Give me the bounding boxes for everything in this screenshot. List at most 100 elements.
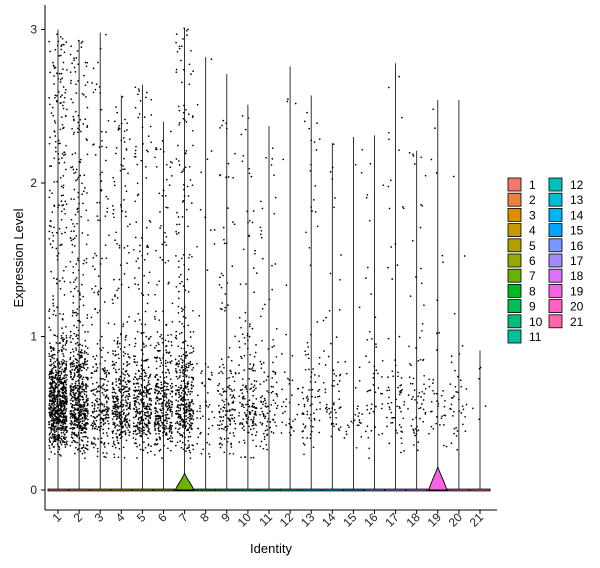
violin-base-20	[448, 488, 470, 492]
points-group-14	[322, 143, 342, 438]
jitter-points	[48, 27, 487, 460]
violin-base-18	[406, 488, 428, 492]
points-group-11	[259, 147, 279, 451]
violin-base-13	[300, 488, 322, 492]
legend-swatch-16	[548, 238, 563, 253]
y-tick-label-0: 0	[30, 483, 37, 497]
legend-item-16: 16	[548, 238, 584, 253]
violin-base-1	[47, 488, 69, 492]
legend-swatch-21	[548, 314, 563, 329]
legend-swatch-20	[548, 299, 563, 314]
violin-base-2	[68, 488, 90, 492]
legend-item-1: 1	[507, 177, 536, 192]
violin-base-6	[153, 488, 174, 492]
points-group-16	[364, 162, 385, 460]
violin-12	[279, 66, 301, 492]
legend-item-20: 20	[548, 299, 584, 314]
points-group-20	[449, 175, 468, 451]
points-group-3	[90, 33, 110, 459]
violin-base-15	[342, 488, 364, 492]
violin-body-7	[175, 471, 195, 491]
legend-item-18: 18	[548, 268, 584, 283]
violin-11	[258, 126, 280, 492]
legend-swatch-2	[507, 192, 522, 207]
legend-label-10: 10	[529, 315, 543, 329]
legend-label-5: 5	[529, 239, 536, 253]
violin-6	[153, 121, 174, 492]
violin-base-11	[258, 488, 280, 492]
violin-1	[47, 29, 69, 492]
legend-swatch-4	[507, 223, 522, 238]
violin-base-17	[385, 488, 407, 492]
legend-item-8: 8	[507, 283, 536, 298]
violins	[47, 27, 491, 492]
legend-swatch-5	[507, 238, 522, 253]
x-tick-label-15: 15	[340, 510, 360, 530]
violin-20	[448, 100, 470, 492]
violin-base-8	[195, 488, 217, 492]
legend-label-7: 7	[529, 269, 536, 283]
x-tick-label-9: 9	[218, 510, 233, 525]
y-axis-title: Expression Level	[11, 208, 26, 307]
legend-swatch-1	[507, 177, 522, 192]
legend-item-15: 15	[548, 223, 584, 238]
legend-label-6: 6	[529, 254, 536, 268]
legend-label-8: 8	[529, 284, 536, 298]
y-tick-label-1: 1	[30, 330, 37, 344]
legend-label-1: 1	[529, 178, 536, 192]
legend-item-4: 4	[507, 223, 536, 238]
legend-item-3: 3	[507, 207, 536, 222]
violin-9	[216, 74, 238, 492]
legend-swatch-18	[548, 268, 563, 283]
x-tick-label-17: 17	[382, 510, 402, 530]
legend-item-13: 13	[548, 192, 584, 207]
legend-item-17: 17	[548, 253, 584, 268]
legend-label-16: 16	[570, 239, 584, 253]
violin-15	[342, 136, 364, 492]
x-tick-label-8: 8	[197, 510, 212, 525]
violin-base-21	[469, 488, 491, 492]
legend-item-14: 14	[548, 207, 584, 222]
x-tick-label-5: 5	[134, 510, 149, 525]
violin-16	[364, 135, 385, 492]
x-tick-label-18: 18	[403, 510, 423, 530]
legend-label-20: 20	[570, 300, 584, 314]
y-ticks: 0 1 2 3	[30, 23, 45, 497]
legend-item-12: 12	[548, 177, 584, 192]
violin-8	[195, 57, 217, 492]
legend-label-13: 13	[570, 193, 584, 207]
legend-swatch-9	[507, 299, 522, 314]
violin-base-4	[110, 488, 132, 492]
legend-swatch-7	[507, 268, 522, 283]
x-tick-label-7: 7	[176, 510, 191, 525]
y-tick-label-2: 2	[30, 176, 37, 190]
legend-label-4: 4	[529, 224, 536, 238]
violin-7	[174, 27, 196, 492]
violin-2	[68, 40, 90, 492]
x-axis-title: Identity	[250, 541, 292, 556]
x-tick-label-21: 21	[467, 510, 487, 530]
x-tick-label-10: 10	[235, 510, 255, 530]
x-tick-label-3: 3	[92, 510, 107, 525]
legend-swatch-15	[548, 223, 563, 238]
legend-item-7: 7	[507, 268, 536, 283]
legend-swatch-12	[548, 177, 563, 192]
legend-label-18: 18	[570, 269, 584, 283]
axes	[44, 5, 497, 511]
legend-label-17: 17	[570, 254, 584, 268]
violin-base-10	[237, 488, 259, 492]
violin-13	[300, 95, 322, 492]
violin-10	[237, 104, 259, 492]
points-group-6	[153, 130, 174, 459]
x-tick-label-11: 11	[256, 510, 275, 529]
legend-swatch-13	[548, 192, 563, 207]
points-group-21	[471, 366, 487, 421]
legend-item-5: 5	[507, 238, 536, 253]
legend-swatch-3	[507, 207, 522, 222]
points-group-18	[407, 152, 427, 452]
x-ticks: 1 2 3 4 5 6 7 8 9 10 11 12 13 14 15 16 17 18 19 20 21	[49, 510, 486, 530]
violin-21	[469, 350, 491, 492]
x-tick-label-12: 12	[277, 510, 297, 530]
